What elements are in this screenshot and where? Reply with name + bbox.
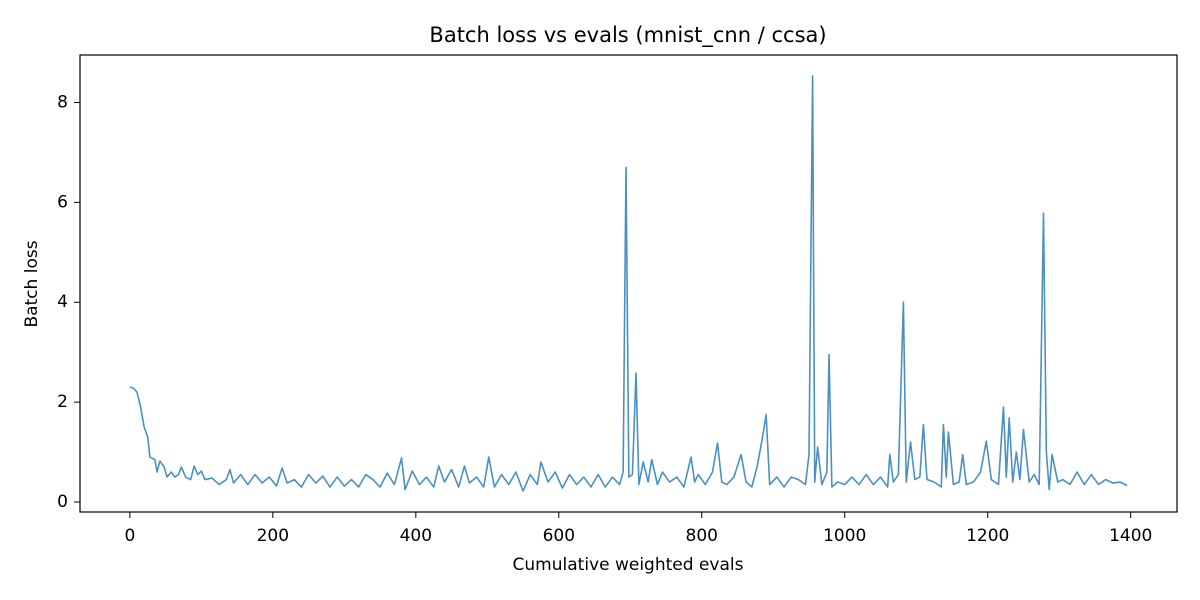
x-tick-label: 1400 <box>1109 526 1152 546</box>
x-tick-label: 200 <box>257 526 289 546</box>
y-tick-label: 4 <box>57 292 68 312</box>
plot-frame <box>79 54 1178 513</box>
x-tick-label: 800 <box>686 526 718 546</box>
y-tick-label: 0 <box>57 492 68 512</box>
y-tick-label: 2 <box>57 392 68 412</box>
x-tick-label: 1200 <box>966 526 1009 546</box>
data-line <box>129 75 1128 492</box>
x-tick-label: 1000 <box>823 526 866 546</box>
x-axis-label: Cumulative weighted evals <box>513 555 744 575</box>
x-tick-label: 0 <box>124 526 135 546</box>
x-tick-label: 600 <box>543 526 575 546</box>
chart-title: Batch loss vs evals (mnist_cnn / ccsa) <box>429 23 826 48</box>
x-tick-label: 400 <box>400 526 432 546</box>
y-axis-label: Batch loss <box>22 240 42 327</box>
y-tick-label: 8 <box>57 92 68 112</box>
y-tick-label: 6 <box>57 192 68 212</box>
